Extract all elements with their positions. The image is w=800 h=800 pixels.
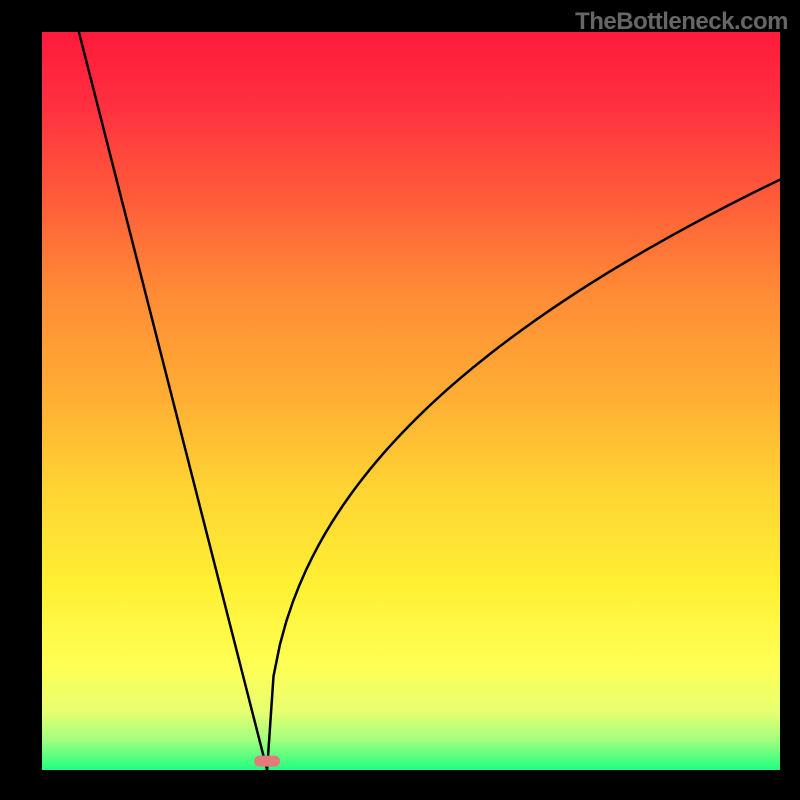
plot-area [42,32,780,770]
bottleneck-chart [0,0,800,800]
chart-container: TheBottleneck.com [0,0,800,800]
optimal-marker [254,756,280,767]
watermark-text: TheBottleneck.com [575,8,788,36]
